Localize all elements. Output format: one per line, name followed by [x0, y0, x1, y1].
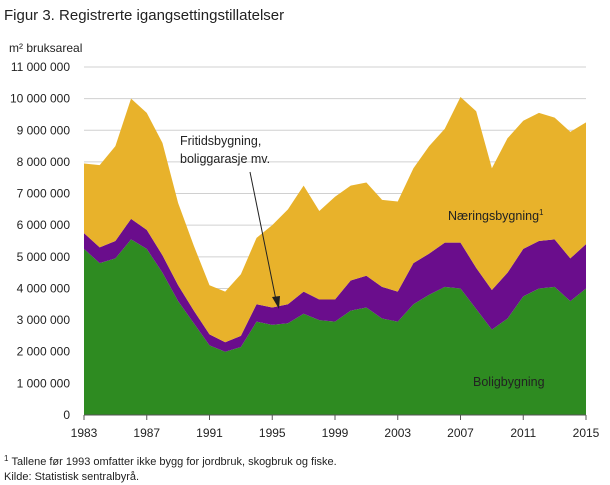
- x-tick-label: 2007: [447, 426, 474, 440]
- y-tick-label: 9 000 000: [17, 123, 71, 137]
- x-tick-label: 1987: [133, 426, 160, 440]
- area-series-2: [84, 97, 586, 343]
- x-tick-label: 2015: [573, 426, 600, 440]
- footnote-text: Tallene før 1993 omfatter ikke bygg for …: [11, 456, 336, 468]
- y-tick-label: 7 000 000: [17, 187, 71, 201]
- x-tick-label: 2003: [384, 426, 411, 440]
- y-tick-label: 2 000 000: [17, 345, 71, 359]
- y-tick-label: 11 000 000: [11, 60, 70, 74]
- chart-title: Figur 3. Registrerte igangsettingstillat…: [4, 7, 284, 24]
- y-tick-label: 1 000 000: [17, 376, 71, 390]
- y-tick-label: 3 000 000: [17, 313, 71, 327]
- y-tick-label: 5 000 000: [17, 250, 71, 264]
- footnote-marker: 1: [4, 454, 9, 463]
- annotation-arrowhead: [272, 296, 280, 309]
- footnote: 1 Tallene før 1993 omfatter ikke bygg for…: [4, 454, 337, 468]
- source: Kilde: Statistisk sentralbyrå.: [4, 471, 139, 483]
- series-label-fritid-line1: Fritidsbygning,: [180, 134, 261, 148]
- series-label-naering-sup: 1: [539, 208, 544, 217]
- y-tick-label: 8 000 000: [17, 155, 71, 169]
- series-label-naering-text: Næringsbygning: [448, 209, 539, 223]
- area-series-1: [84, 218, 586, 352]
- y-tick-label: 4 000 000: [17, 281, 71, 295]
- y-axis-label: m² bruksareal: [9, 41, 82, 55]
- x-tick-label: 1995: [259, 426, 286, 440]
- x-tick-label: 1983: [71, 426, 98, 440]
- x-tick-labels: 1983 1987 1991 1995 1999 2003 2007 2011 2015: [71, 415, 600, 440]
- series-label-naering: Næringsbygning1: [448, 208, 544, 223]
- stacked-areas: [84, 97, 586, 415]
- y-tick-label: 6 000 000: [17, 218, 71, 232]
- x-tick-label: 1999: [322, 426, 349, 440]
- x-tick-label: 2011: [510, 426, 536, 440]
- series-label-bolig: Boligbygning: [473, 375, 545, 389]
- series-label-fritid-line2: boliggarasje mv.: [180, 152, 270, 166]
- x-tick-label: 1991: [196, 426, 223, 440]
- y-tick-label: 0: [63, 408, 70, 422]
- area-series-0: [84, 239, 586, 415]
- y-tick-label: 10 000 000: [10, 92, 70, 106]
- y-tick-labels: 0 1 000 000 2 000 000 3 000 000 4 000 000 5 0…: [10, 60, 70, 422]
- annotation-arrow-line: [249, 171, 277, 301]
